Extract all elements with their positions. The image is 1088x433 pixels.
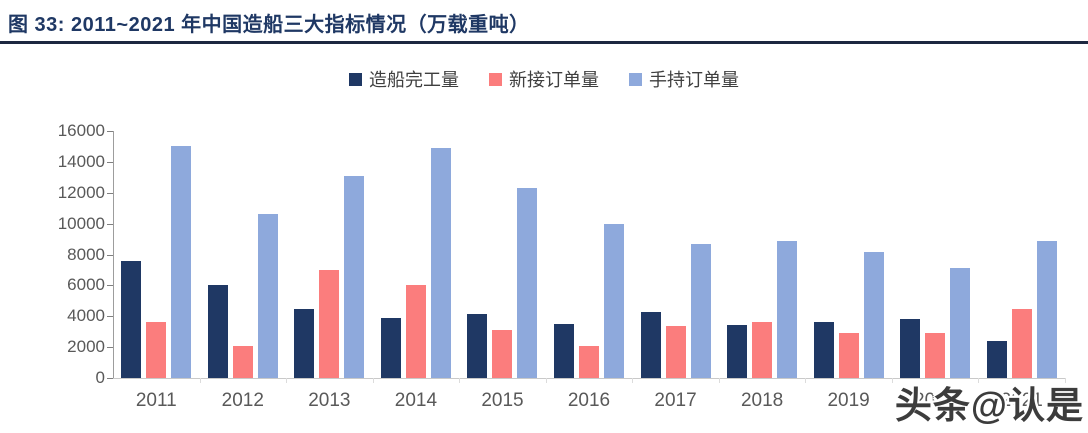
x-axis-tick (805, 378, 807, 383)
y-axis-tick-label: 14000 (57, 151, 105, 171)
bar-2015-series-0 (467, 313, 488, 378)
title-divider (0, 41, 1088, 44)
bar-2019-series-2 (863, 252, 884, 378)
x-axis-tick (286, 378, 288, 383)
legend-item: 新接订单量 (489, 66, 599, 92)
x-axis-label-2018: 2018 (740, 390, 784, 411)
y-axis-line (113, 131, 114, 378)
watermark: 头条@认是 (894, 385, 1084, 426)
y-axis-tick (107, 378, 113, 379)
figure-title: 图 33: 2011~2021 年中国造船三大指标情况（万载重吨） (8, 14, 530, 36)
bar-2020-series-0 (900, 318, 921, 378)
bar-2013-series-0 (294, 308, 315, 378)
chart-legend: 造船完工量 新接订单量 手持订单量 (0, 66, 1088, 92)
bar-2021-series-0 (986, 340, 1007, 378)
y-axis-tick-label: 2000 (67, 337, 105, 357)
y-axis-tick (107, 161, 113, 163)
y-axis-tick (107, 347, 113, 349)
x-axis-label-2019: 2019 (827, 390, 870, 411)
bar-2012-series-1 (232, 346, 253, 378)
x-axis-label-2013: 2013 (308, 390, 351, 411)
y-axis-tick (107, 192, 113, 194)
bar-2014-series-0 (380, 317, 401, 378)
y-axis-tick (107, 223, 113, 225)
bar-2013-series-2 (344, 175, 365, 378)
x-axis-line (113, 378, 1065, 379)
bar-2021-series-1 (1011, 308, 1032, 378)
bar-2011-series-0 (121, 260, 142, 378)
x-axis-tick (718, 378, 720, 383)
bar-2013-series-1 (319, 269, 340, 378)
x-axis-tick (459, 378, 461, 383)
bar-2020-series-1 (925, 333, 946, 378)
bar-2018-series-2 (777, 240, 798, 378)
legend-swatch-icon (489, 72, 502, 86)
legend-swatch-icon (629, 72, 642, 86)
bar-2018-series-0 (727, 324, 748, 378)
y-axis-tick-label: 16000 (57, 121, 105, 140)
y-axis-tick-label: 10000 (57, 213, 105, 233)
y-axis-tick-label: 8000 (67, 244, 105, 264)
x-axis-label-2017: 2017 (654, 390, 697, 411)
x-axis-label-2021: 2021 (1000, 390, 1043, 411)
x-axis-label-2020: 2020 (914, 390, 957, 411)
x-axis-label-2015: 2015 (481, 390, 524, 411)
bar-2011-series-1 (146, 322, 167, 378)
x-axis-tick (632, 378, 634, 383)
legend-swatch-icon (349, 72, 362, 86)
x-axis-tick (891, 378, 893, 383)
x-axis-label-2012: 2012 (221, 390, 264, 411)
bar-2017-series-1 (665, 326, 686, 378)
x-axis-tick (199, 378, 201, 383)
y-axis-tick (107, 316, 113, 318)
bar-2019-series-1 (838, 333, 859, 378)
x-axis-tick (1065, 378, 1066, 383)
bar-2014-series-1 (405, 285, 426, 378)
y-axis-tick-label: 4000 (67, 306, 105, 326)
x-axis-label-2016: 2016 (567, 390, 611, 411)
bar-2016-series-2 (604, 224, 624, 378)
bar-2017-series-0 (640, 312, 661, 378)
bar-2016-series-0 (554, 323, 574, 378)
y-axis-tick-label: 12000 (57, 182, 105, 202)
bar-2019-series-0 (813, 321, 834, 378)
bar-2020-series-2 (950, 268, 971, 378)
y-axis-tick (107, 285, 113, 287)
y-axis-tick (107, 131, 113, 132)
legend-label: 手持订单量 (649, 70, 739, 90)
x-axis-tick (372, 378, 374, 383)
bar-2017-series-2 (690, 243, 711, 378)
bar-2014-series-2 (430, 147, 451, 378)
bar-2012-series-0 (207, 285, 228, 378)
y-axis-tick-label: 6000 (67, 275, 105, 295)
y-axis-tick (107, 254, 113, 256)
bar-2015-series-2 (517, 188, 538, 378)
bar-2012-series-2 (257, 213, 278, 378)
bar-2015-series-1 (492, 330, 513, 378)
legend-item: 手持订单量 (629, 66, 739, 92)
x-axis-tick (978, 378, 980, 383)
x-axis-label-2014: 2014 (394, 390, 438, 411)
bar-2016-series-1 (579, 345, 599, 378)
x-axis-tick (545, 378, 547, 383)
legend-item: 造船完工量 (349, 66, 459, 92)
bar-2018-series-1 (752, 321, 773, 378)
legend-label: 新接订单量 (509, 70, 599, 90)
bar-2021-series-2 (1036, 240, 1057, 378)
y-axis-tick-label: 0 (95, 368, 105, 387)
x-axis-label-2011: 2011 (135, 390, 177, 411)
legend-label: 造船完工量 (369, 70, 459, 90)
bar-2011-series-2 (171, 146, 192, 378)
